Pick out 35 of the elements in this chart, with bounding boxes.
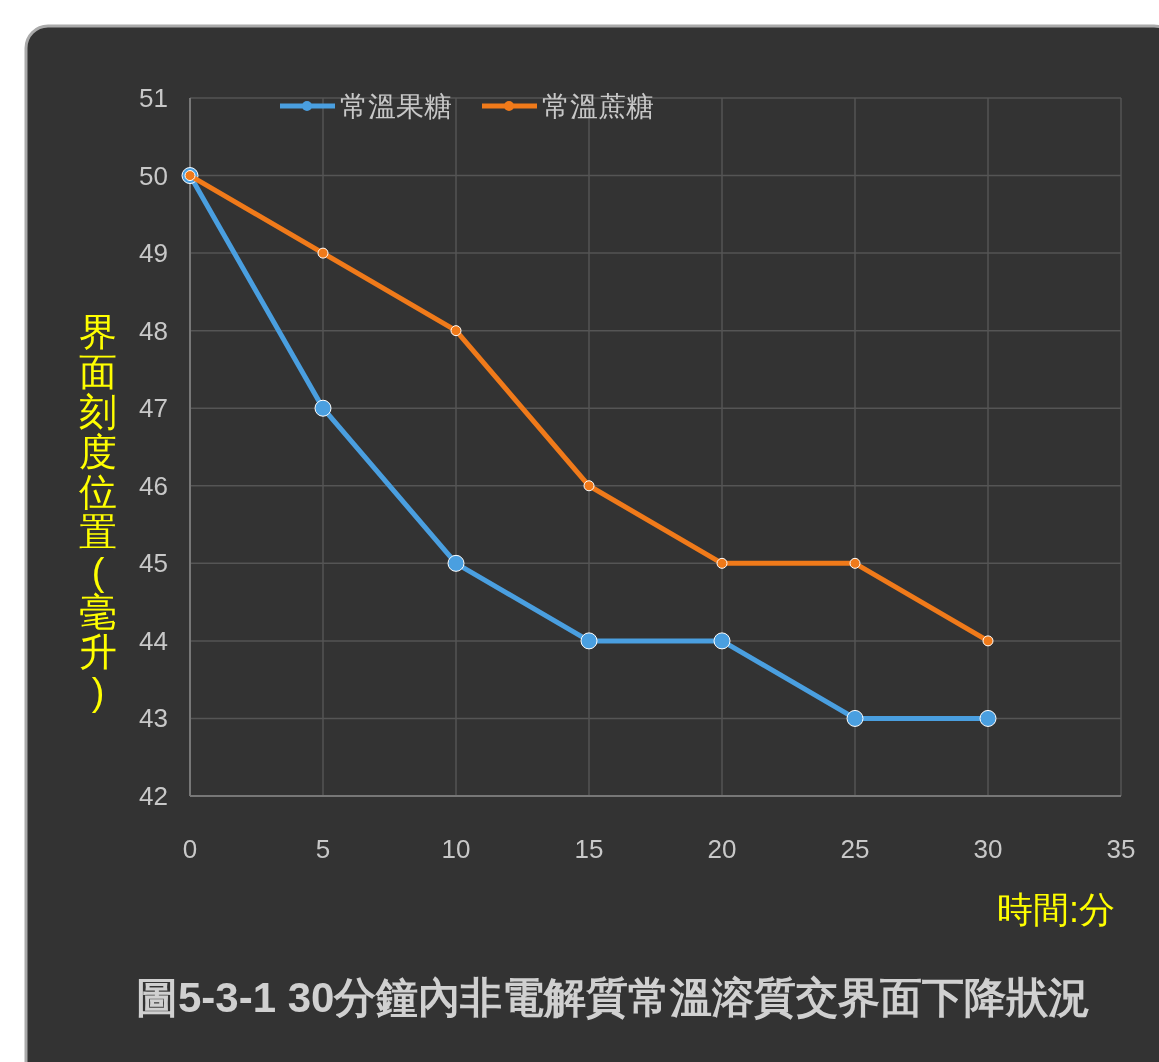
text: 界面刻度位置(毫升) [79,311,117,713]
y-tick-label: 49 [139,238,168,269]
x-tick-label: 30 [973,834,1003,864]
point [317,247,329,259]
y-tick-label: 42 [139,781,168,811]
point [982,635,994,647]
x-axis-title: 時間:分 [996,889,1115,930]
point [314,399,332,417]
point [580,632,598,650]
x-tick-label: 25 [840,834,870,864]
text: 圖5-3-1 30分鐘內非電解質常溫溶質交界面下降狀況 [136,974,1091,1021]
y-tick-label: 47 [139,393,168,424]
x-tick-label: 10 [441,834,471,864]
x-tick-label: 15 [574,834,604,864]
point [583,480,595,492]
y-tick-label: 48 [139,315,168,346]
x-tick-label: 20 [707,834,737,864]
y-tick-label: 43 [139,703,168,734]
x-tick-label: 0 [182,834,198,864]
y-tick-label: 46 [139,470,168,501]
legend-label: 常溫果糖 [340,91,452,122]
x-tick-label: 35 [1106,834,1136,864]
y-tick-label: 44 [139,625,168,656]
x-tick-label: 5 [315,834,331,864]
point [979,709,997,727]
y-tick-label: 51 [139,83,168,113]
y-tick-label: 45 [139,548,168,579]
point [713,632,731,650]
point [716,557,728,569]
point [846,709,864,727]
legend-label: 常溫蔗糖 [542,91,654,122]
y-tick-label: 50 [139,160,168,191]
point [447,554,465,572]
point [849,557,861,569]
point [450,325,462,337]
